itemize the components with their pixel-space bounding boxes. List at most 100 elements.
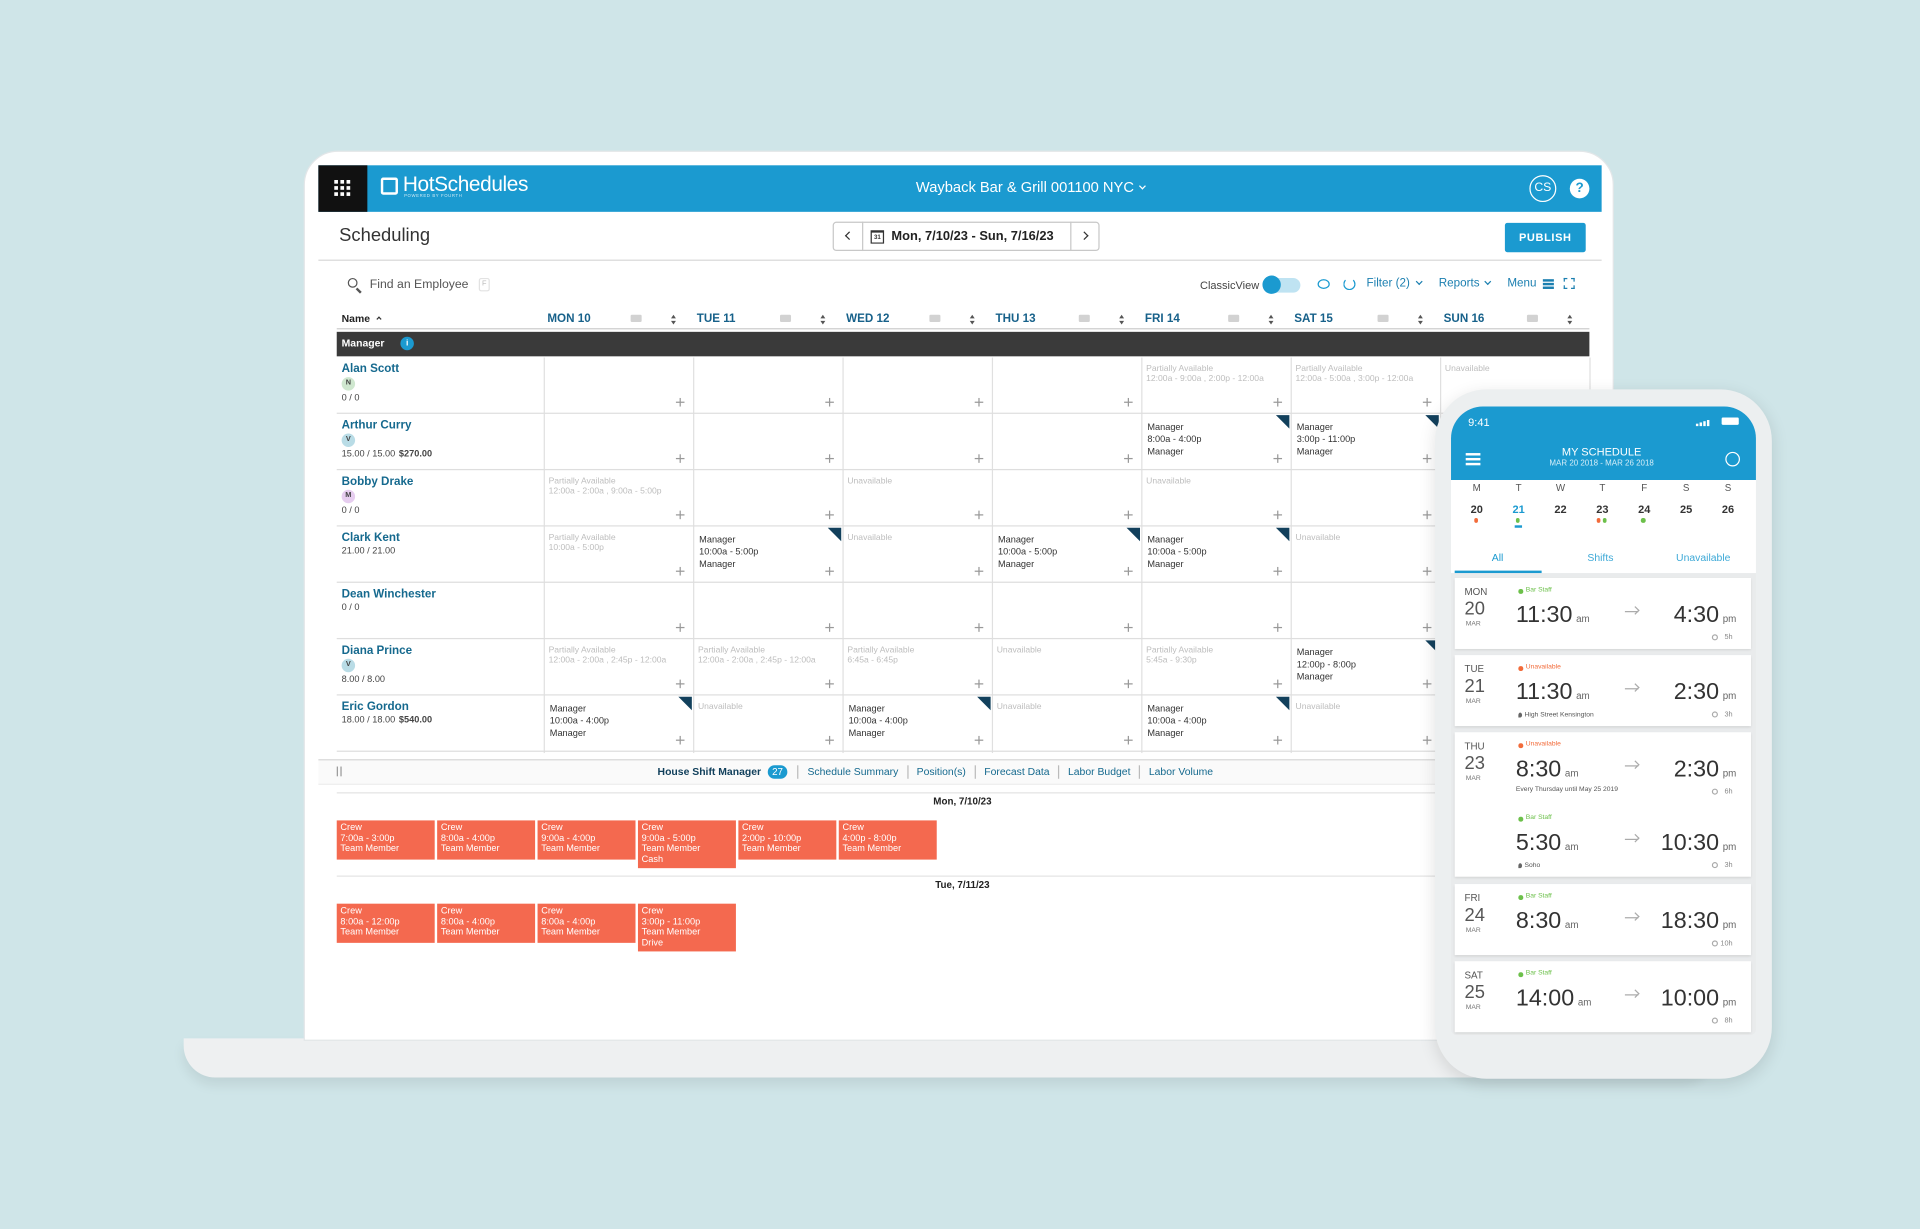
house-shift[interactable]: Crew 8:00a - 4:00p Team Member	[437, 903, 536, 943]
day-header[interactable]: TUE 11	[696, 312, 736, 326]
add-shift[interactable]	[679, 454, 681, 463]
alarm-icon[interactable]	[1725, 451, 1741, 467]
schedule-card[interactable]	[1454, 961, 1752, 1033]
schedule-tab[interactable]: Unavailable	[1676, 551, 1731, 564]
employee-name[interactable]: Eric Gordon	[341, 700, 409, 714]
tab[interactable]: Position(s)	[906, 765, 975, 779]
add-shift[interactable]	[978, 679, 980, 689]
publish-button[interactable]: PUBLISH	[1504, 222, 1586, 253]
visibility-icon[interactable]	[1317, 279, 1330, 289]
house-shift[interactable]: Crew 7:00a - 3:00p Team Member	[336, 820, 435, 860]
day-header[interactable]: FRI 14	[1144, 312, 1180, 326]
add-shift[interactable]	[828, 679, 831, 689]
add-shift[interactable]	[1426, 566, 1428, 576]
add-shift[interactable]	[828, 566, 831, 576]
shift-role[interactable]: Manager	[1147, 702, 1184, 714]
add-shift[interactable]	[1426, 735, 1428, 745]
add-shift[interactable]	[679, 510, 681, 520]
refresh-icon[interactable]	[1343, 277, 1356, 291]
add-shift[interactable]	[1127, 397, 1129, 407]
add-shift[interactable]	[828, 735, 831, 745]
shift-time[interactable]: 10:00a - 5:00p	[997, 546, 1058, 558]
add-shift[interactable]	[1127, 510, 1129, 520]
tab[interactable]: Schedule Summary	[797, 765, 907, 779]
filter-button[interactable]: Filter (2)	[1366, 276, 1410, 291]
house-shift[interactable]: Crew 9:00a - 5:00p Team Member Cash	[637, 820, 736, 869]
shift-position[interactable]: Manager	[848, 727, 885, 739]
add-shift[interactable]	[1127, 679, 1129, 689]
group-info[interactable]: i	[400, 336, 414, 351]
add-shift[interactable]	[679, 623, 681, 632]
add-shift[interactable]	[1127, 454, 1129, 463]
shift-time[interactable]: 10:00a - 4:00p	[848, 715, 908, 727]
week-date[interactable]: 23	[1596, 503, 1609, 516]
schedule-card[interactable]	[1454, 732, 1752, 877]
house-shift[interactable]: Crew 4:00p - 8:00p Team Member	[838, 820, 937, 860]
day-header[interactable]: WED 12	[846, 312, 890, 326]
add-shift[interactable]	[978, 510, 980, 520]
add-shift[interactable]	[828, 454, 831, 463]
add-shift[interactable]	[1426, 679, 1428, 689]
house-shift[interactable]: Crew 2:00p - 10:00p Team Member	[738, 820, 837, 860]
shift-time[interactable]: 10:00a - 5:00p	[1147, 546, 1207, 558]
search-input[interactable]: Find an Employee	[369, 277, 469, 292]
shift-time[interactable]: 8:00a - 4:00p	[1147, 433, 1202, 445]
hamburger-bar[interactable]	[1465, 453, 1481, 455]
house-shift[interactable]: Crew 9:00a - 4:00p Team Member	[537, 820, 636, 860]
add-shift[interactable]	[1127, 735, 1129, 745]
schedule-card[interactable]	[1454, 884, 1752, 956]
day-header[interactable]: THU 13	[995, 312, 1036, 326]
add-shift[interactable]	[978, 735, 980, 745]
add-shift[interactable]	[828, 397, 831, 407]
location-select[interactable]: Wayback Bar & Grill 001100 NYC	[915, 178, 1134, 196]
add-shift[interactable]	[1277, 623, 1279, 632]
employee-name[interactable]: Dean Winchester	[341, 587, 436, 602]
shift-position[interactable]: Manager	[1147, 558, 1184, 570]
reports-button[interactable]: Reports	[1438, 276, 1480, 291]
shift-position[interactable]: Manager	[699, 558, 736, 570]
schedule-tab[interactable]: All	[1491, 551, 1504, 564]
name-header[interactable]: Name	[341, 312, 370, 325]
shift-role[interactable]: Manager	[997, 533, 1035, 545]
shift-role[interactable]: Manager	[549, 702, 587, 714]
shift-position[interactable]: Manager	[1296, 671, 1333, 683]
employee-name[interactable]: Arthur Curry	[341, 418, 412, 433]
employee-name[interactable]: Bobby Drake	[341, 475, 414, 489]
day-header[interactable]: SUN 16	[1443, 312, 1485, 326]
schedule-card[interactable]	[1454, 655, 1752, 727]
week-date[interactable]: 20	[1470, 503, 1483, 516]
tab[interactable]: Labor Budget	[1058, 765, 1139, 779]
shift-time[interactable]: 10:00a - 4:00p	[1147, 715, 1207, 727]
tab[interactable]: Forecast Data	[974, 765, 1058, 779]
shift-role[interactable]: Manager	[1296, 646, 1333, 658]
shift-time[interactable]: 10:00a - 4:00p	[549, 715, 610, 727]
add-shift[interactable]	[679, 679, 681, 689]
shift-position[interactable]: Manager	[1296, 445, 1333, 457]
add-shift[interactable]	[1277, 397, 1279, 407]
week-date[interactable]: 24	[1638, 503, 1651, 516]
next-week[interactable]	[1070, 221, 1099, 252]
schedule-tab[interactable]: Shifts	[1587, 551, 1614, 564]
shift-time[interactable]: 12:00p - 8:00p	[1296, 658, 1356, 670]
add-shift[interactable]	[1426, 454, 1428, 463]
house-shift[interactable]: Crew 3:00p - 11:00p Team Member Drive	[637, 903, 736, 952]
add-shift[interactable]	[978, 397, 980, 407]
week-date[interactable]: 26	[1721, 503, 1735, 516]
shift-position[interactable]: Manager	[997, 558, 1035, 570]
add-shift[interactable]	[978, 566, 980, 576]
shift-position[interactable]: Manager	[1147, 727, 1184, 739]
add-shift[interactable]	[1277, 566, 1279, 576]
shift-role[interactable]: Manager	[1147, 533, 1184, 545]
shift-position[interactable]: Manager	[1147, 445, 1184, 457]
add-shift[interactable]	[1426, 397, 1428, 407]
shift-role[interactable]: Manager	[848, 702, 885, 714]
add-shift[interactable]	[978, 623, 980, 632]
add-shift[interactable]	[679, 566, 681, 576]
add-shift[interactable]	[1277, 679, 1279, 689]
menu-button[interactable]: Menu	[1507, 276, 1537, 291]
add-shift[interactable]	[1277, 454, 1279, 463]
add-shift[interactable]	[1426, 623, 1428, 632]
date-range[interactable]: Mon, 7/10/23 - Sun, 7/16/23	[891, 228, 1054, 244]
add-shift[interactable]	[828, 510, 831, 520]
week-date[interactable]: 22	[1554, 503, 1567, 516]
